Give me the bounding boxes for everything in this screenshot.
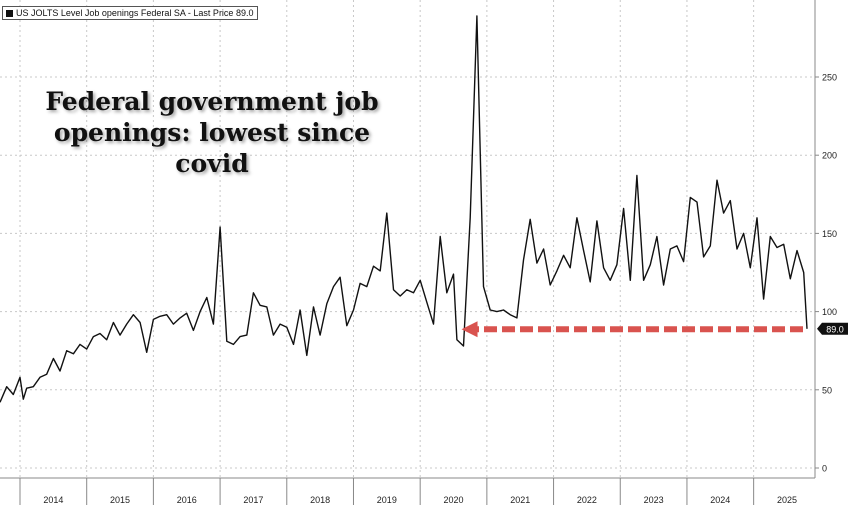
series-layer: [0, 15, 808, 403]
y-tick-label: 200: [822, 151, 837, 161]
last-price-label: 89.0: [826, 324, 844, 334]
headline-annotation: Federal government job openings: lowest …: [45, 87, 379, 178]
y-tick-label: 250: [822, 73, 837, 83]
square-icon: [6, 9, 13, 17]
y-tick-label: 0: [822, 464, 827, 474]
x-tick-label: 2022: [577, 495, 597, 505]
gridlines: [0, 0, 815, 478]
x-tick-label: 2020: [444, 495, 464, 505]
x-tick-label: 2015: [110, 495, 130, 505]
last-price-badge-layer: 89.0: [817, 322, 848, 335]
x-tick-label: 2016: [177, 495, 197, 505]
x-tick-label: 2014: [43, 495, 63, 505]
arrow-head: [461, 321, 478, 338]
x-tick-label: 2018: [310, 495, 330, 505]
last-price-arrow-layer: [461, 321, 803, 338]
series-line: [0, 15, 808, 403]
x-tick-label: 2023: [644, 495, 664, 505]
x-tick-label: 2021: [510, 495, 530, 505]
y-tick-label: 50: [822, 385, 832, 395]
x-tick-label: 2019: [377, 495, 397, 505]
x-tick-label: 2025: [777, 495, 797, 505]
x-tick-label: 2017: [243, 495, 263, 505]
y-tick-label: 100: [822, 307, 837, 317]
last-price-badge: [817, 322, 848, 335]
legend: US JOLTS Level Job openings Federal SA -…: [2, 6, 259, 20]
y-tick-label: 150: [822, 229, 837, 239]
legend-label: US JOLTS Level Job openings Federal SA -…: [16, 8, 254, 18]
x-tick-label: 2024: [710, 495, 730, 505]
